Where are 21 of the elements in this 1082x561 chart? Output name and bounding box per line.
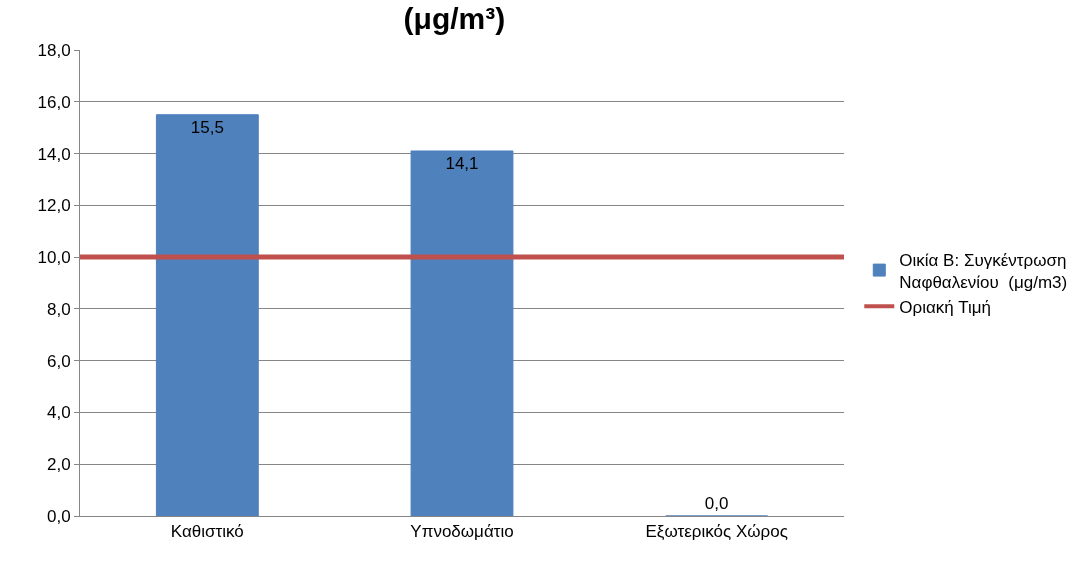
y-tick-label: 2,0 <box>46 455 71 475</box>
y-tick-label: 12,0 <box>37 196 71 216</box>
y-tick-label: 16,0 <box>37 92 71 112</box>
bar <box>155 114 259 516</box>
legend-label: Οριακή Τιμή <box>899 297 991 317</box>
y-tick-label: 4,0 <box>46 403 71 423</box>
data-label: 0,0 <box>704 494 729 513</box>
x-tick-label: Υπνοδωμάτιο <box>410 522 514 542</box>
y-tick-label: 0,0 <box>46 506 71 526</box>
y-tick-label: 14,0 <box>37 144 71 164</box>
bar <box>410 150 514 516</box>
y-tick-label: 6,0 <box>46 351 71 371</box>
legend-label: Οικία Β: Συγκέντρωση Ναφθαλενίου (μg/m3) <box>899 250 1068 292</box>
x-tick-label: Εξωτερικός Χώρος <box>645 522 788 542</box>
y-tick-label: 10,0 <box>37 248 71 268</box>
y-tick-label: 8,0 <box>46 299 71 319</box>
data-label: 14,1 <box>445 153 479 173</box>
data-label: 15,5 <box>190 117 224 137</box>
chart-title: (μg/m³) <box>403 2 506 36</box>
x-tick-label: Καθιστικό <box>170 522 244 542</box>
y-tick-label: 18,0 <box>37 40 71 60</box>
